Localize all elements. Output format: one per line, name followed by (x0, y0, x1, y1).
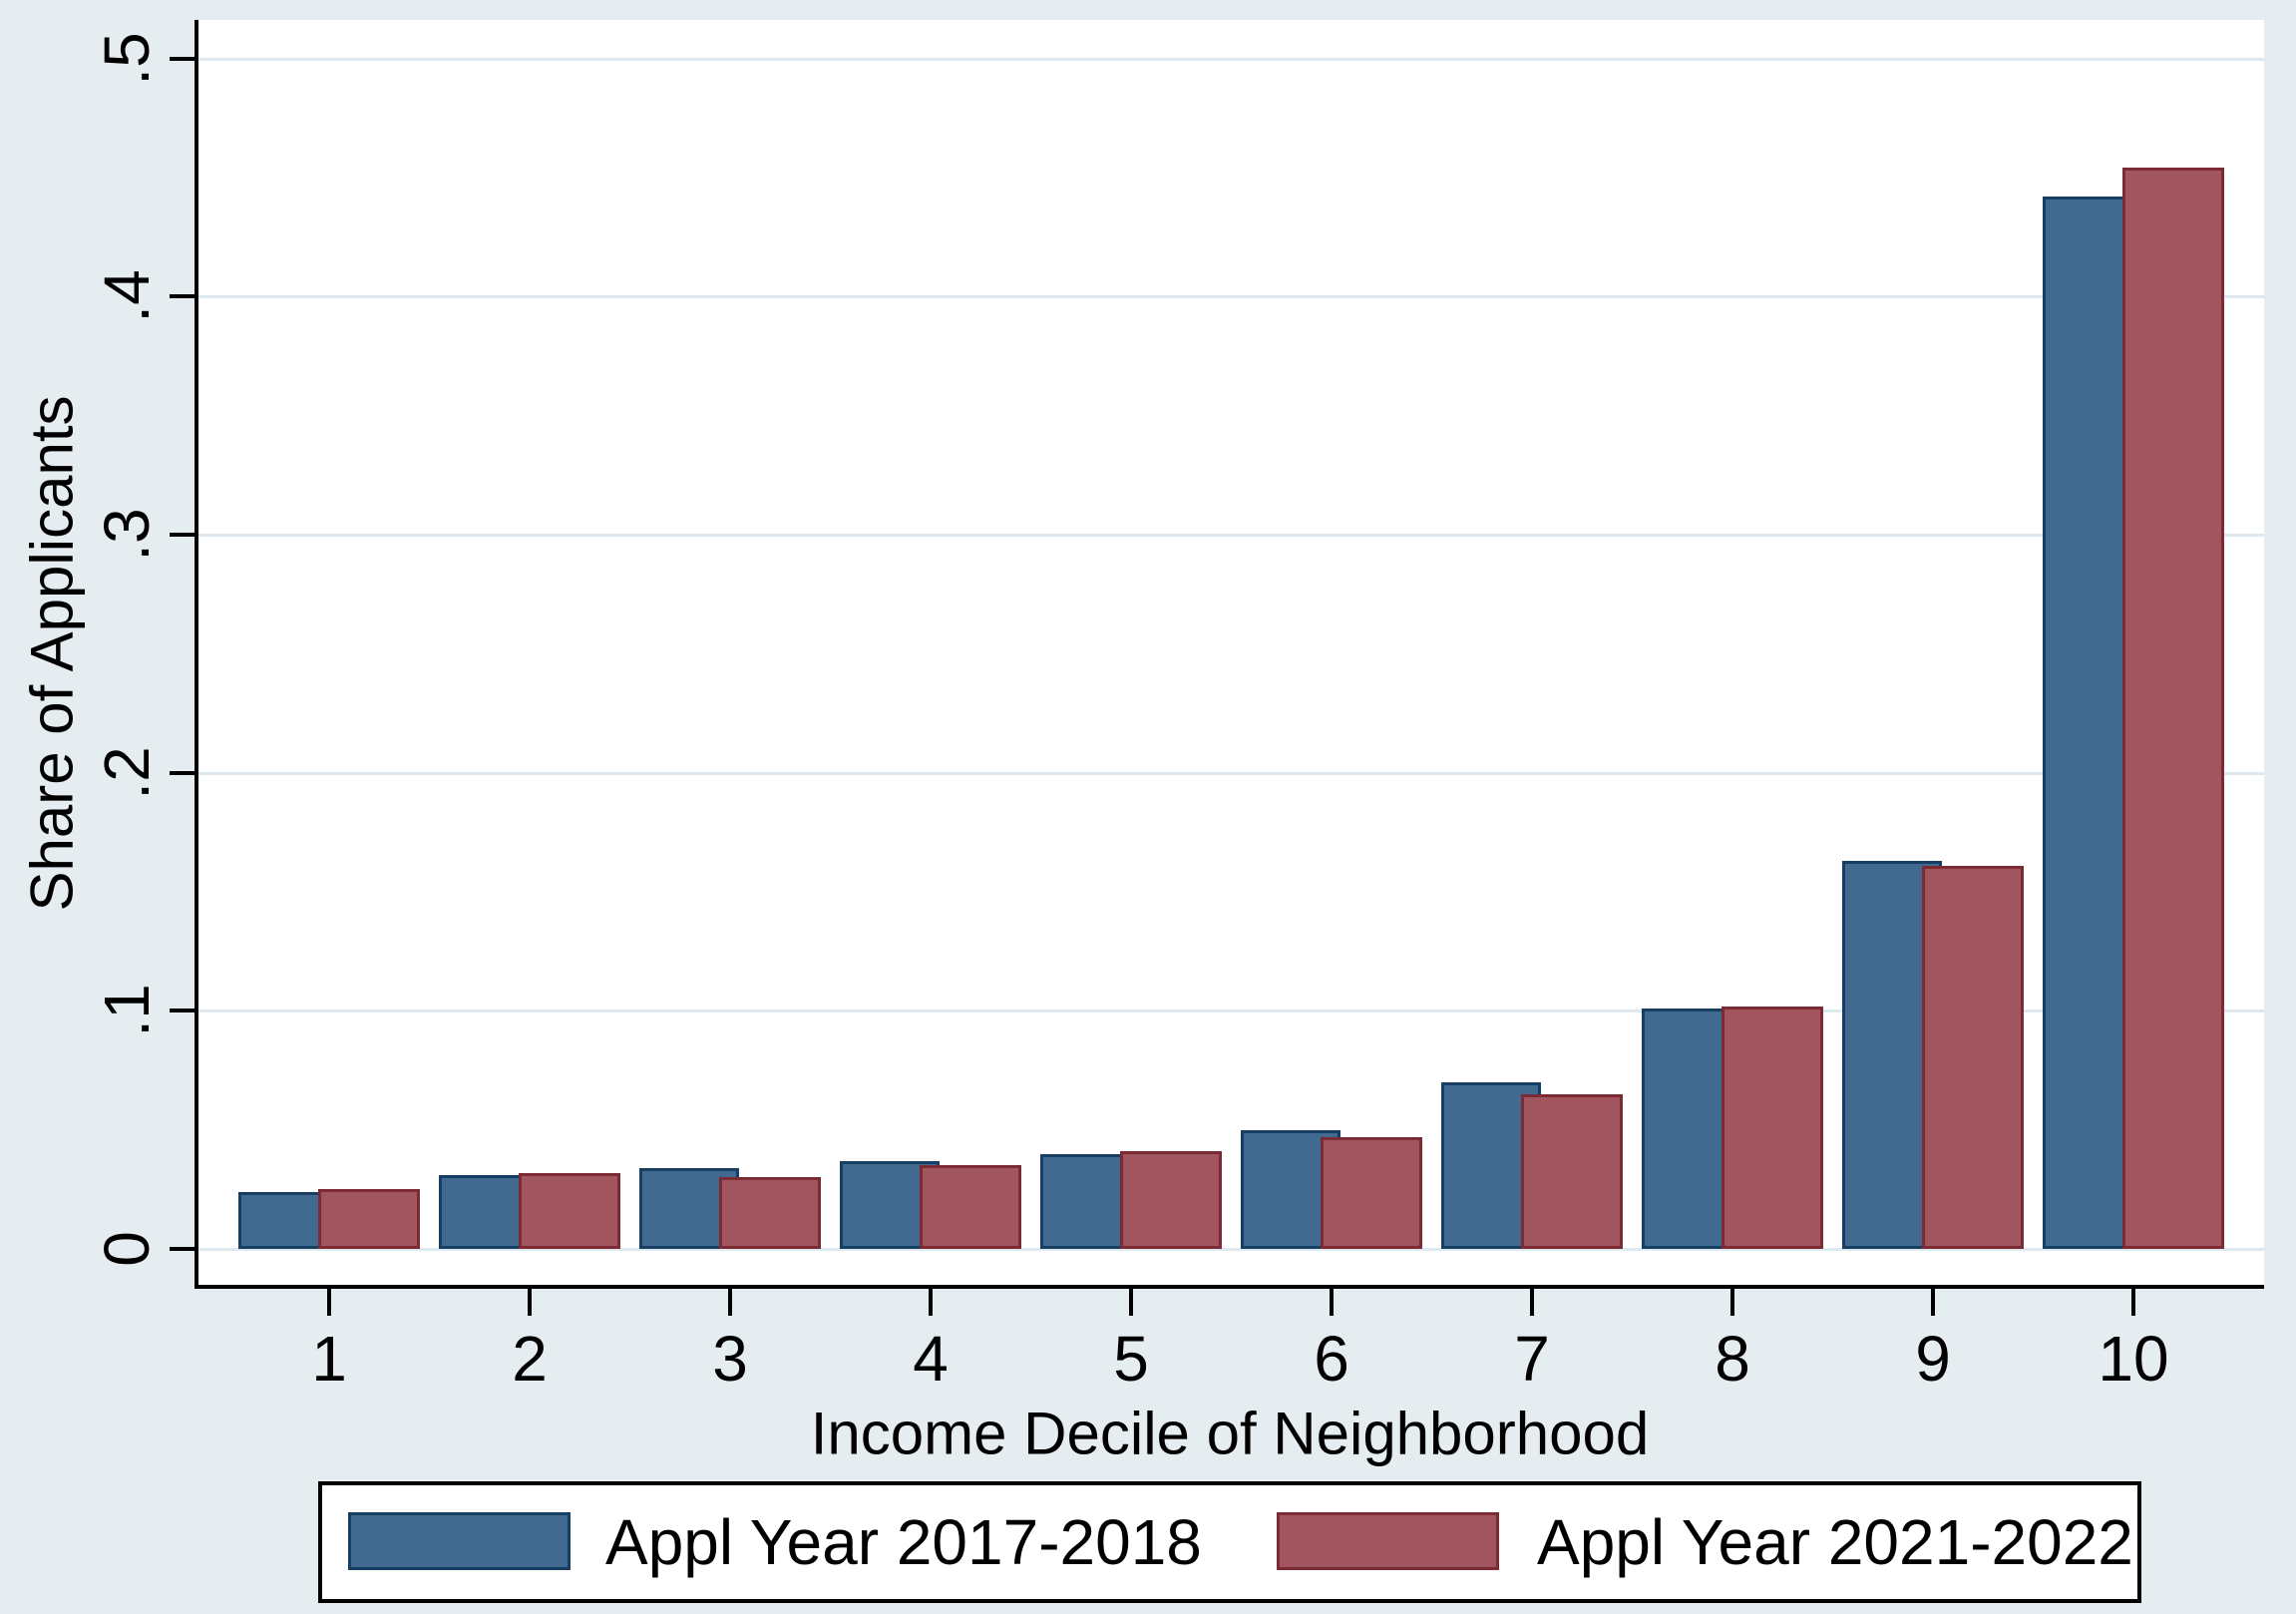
x-tick-label-3: 3 (712, 1323, 748, 1395)
x-tick-3 (728, 1289, 732, 1316)
x-tick-4 (929, 1289, 933, 1316)
x-tick-label-10: 10 (2098, 1323, 2169, 1395)
x-tick-label-9: 9 (1915, 1323, 1951, 1395)
legend-label-2017-2018: Appl Year 2017-2018 (605, 1506, 1202, 1578)
y-axis-title: Share of Applicants (18, 395, 86, 912)
x-tick-label-4: 4 (913, 1323, 949, 1395)
legend-swatch-2021-2022 (1277, 1512, 1499, 1570)
x-axis-line (194, 1285, 2264, 1289)
x-tick-label-5: 5 (1113, 1323, 1149, 1395)
x-tick-1 (327, 1289, 331, 1316)
y-tick-.4 (170, 294, 196, 299)
y-tick-label-.5: .5 (91, 31, 163, 86)
legend-label-2021-2022: Appl Year 2021-2022 (1537, 1506, 2133, 1578)
y-tick-label-.2: .2 (91, 745, 163, 800)
x-tick-6 (1330, 1289, 1334, 1316)
x-tick-label-7: 7 (1514, 1323, 1550, 1395)
gridline-.2 (196, 771, 2264, 775)
x-tick-label-2: 2 (512, 1323, 548, 1395)
x-tick-9 (1931, 1289, 1935, 1316)
bar-decile-9-series-2021-2022 (1922, 866, 2024, 1249)
y-tick-0 (170, 1247, 196, 1251)
gridline-0 (196, 1248, 2264, 1251)
x-tick-label-1: 1 (311, 1323, 347, 1395)
plot-area (196, 20, 2264, 1287)
y-tick-label-.3: .3 (91, 508, 163, 562)
x-tick-2 (528, 1289, 532, 1316)
x-tick-7 (1530, 1289, 1534, 1316)
bar-decile-10-series-2021-2022 (2122, 168, 2224, 1249)
y-tick-label-0: 0 (91, 1231, 163, 1267)
gridline-.3 (196, 533, 2264, 537)
bar-decile-4-series-2021-2022 (920, 1165, 1021, 1249)
x-tick-10 (2131, 1289, 2135, 1316)
y-tick-.5 (170, 56, 196, 61)
x-tick-8 (1730, 1289, 1734, 1316)
bar-decile-2-series-2021-2022 (519, 1173, 620, 1249)
gridline-.4 (196, 295, 2264, 299)
gridline-.1 (196, 1009, 2264, 1013)
y-tick-label-.1: .1 (91, 984, 163, 1037)
gridline-.5 (196, 57, 2264, 61)
y-tick-.3 (170, 532, 196, 537)
y-tick-.2 (170, 770, 196, 775)
legend-swatch-2017-2018 (348, 1512, 571, 1570)
y-axis-line (194, 20, 198, 1289)
y-tick-label-.4: .4 (91, 269, 163, 323)
legend: Appl Year 2017-2018 Appl Year 2021-2022 (318, 1481, 2141, 1603)
x-axis-title: Income Decile of Neighborhood (810, 1400, 1650, 1467)
x-tick-label-6: 6 (1314, 1323, 1349, 1395)
bar-decile-7-series-2021-2022 (1521, 1094, 1623, 1249)
bar-decile-1-series-2021-2022 (318, 1189, 420, 1249)
bar-decile-6-series-2021-2022 (1321, 1137, 1422, 1249)
bar-decile-8-series-2021-2022 (1722, 1007, 1823, 1249)
bar-decile-3-series-2021-2022 (719, 1177, 821, 1249)
x-tick-label-8: 8 (1715, 1323, 1750, 1395)
x-tick-5 (1129, 1289, 1133, 1316)
bar-decile-5-series-2021-2022 (1120, 1151, 1222, 1249)
y-tick-.1 (170, 1009, 196, 1013)
